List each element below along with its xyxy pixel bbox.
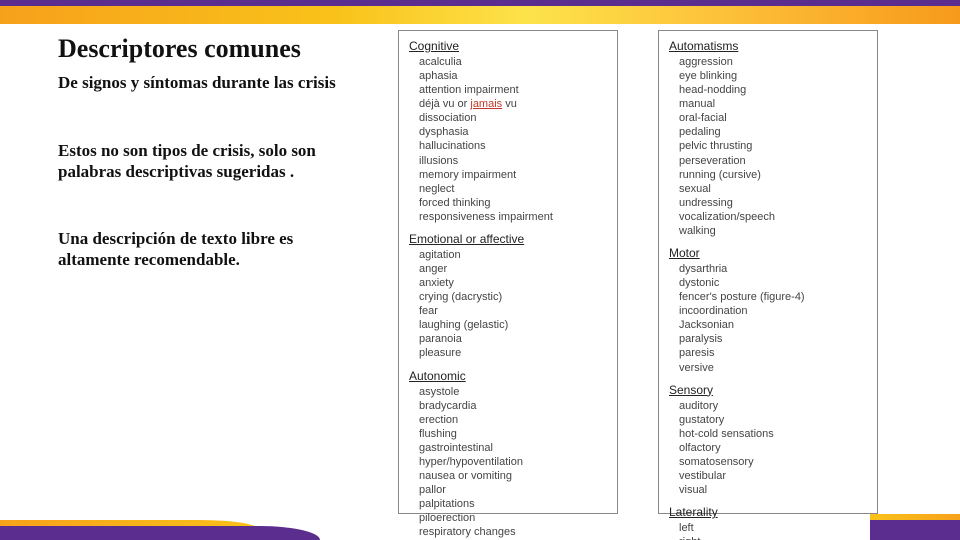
category-list: aggressioneye blinkinghead-noddingmanual… — [669, 55, 867, 238]
list-item: attention impairment — [419, 83, 607, 97]
list-item: head-nodding — [679, 83, 867, 97]
category-heading: Sensory — [669, 383, 867, 397]
list-item: sexual — [679, 182, 867, 196]
list-item: hyper/hypoventilation — [419, 455, 607, 469]
list-item: perseveration — [679, 154, 867, 168]
list-item: gastrointestinal — [419, 441, 607, 455]
list-item: hot-cold sensations — [679, 427, 867, 441]
category-list: auditorygustatoryhot-cold sensationsolfa… — [669, 399, 867, 498]
category-heading: Laterality — [669, 505, 867, 519]
list-item: versive — [679, 361, 867, 375]
list-item: vocalization/speech — [679, 210, 867, 224]
list-item: pedaling — [679, 125, 867, 139]
list-item: dysarthria — [679, 262, 867, 276]
category-block: Laterality leftrightbilateral — [669, 505, 867, 540]
category-block: Sensory auditorygustatoryhot-cold sensati… — [669, 383, 867, 498]
category-heading: Emotional or affective — [409, 232, 607, 246]
list-item: manual — [679, 97, 867, 111]
category-heading: Autonomic — [409, 369, 607, 383]
list-item: paralysis — [679, 332, 867, 346]
list-item: gustatory — [679, 413, 867, 427]
list-item: dystonic — [679, 276, 867, 290]
list-item: undressing — [679, 196, 867, 210]
page-subtitle: De signos y síntomas durante las crisis — [58, 72, 378, 93]
category-list: dysarthriadystonicfencer's posture (figu… — [669, 262, 867, 375]
category-list: acalculiaaphasiaattention impairmentdéjà… — [409, 55, 607, 224]
list-item: oral-facial — [679, 111, 867, 125]
list-item: agitation — [419, 248, 607, 262]
list-item: visual — [679, 483, 867, 497]
list-item: nausea or vomiting — [419, 469, 607, 483]
category-block: Automatisms aggressioneye blinkinghead-no… — [669, 39, 867, 238]
descriptor-panel-left: Cognitive acalculiaaphasiaattention impai… — [398, 30, 618, 514]
category-list: leftrightbilateral — [669, 521, 867, 540]
list-item: running (cursive) — [679, 168, 867, 182]
list-item: left — [679, 521, 867, 535]
list-item: pelvic thrusting — [679, 139, 867, 153]
list-item: aggression — [679, 55, 867, 69]
category-list: asystolebradycardiaerectionflushinggastr… — [409, 385, 607, 540]
list-item: auditory — [679, 399, 867, 413]
list-item: somatosensory — [679, 455, 867, 469]
category-block: Motor dysarthriadystonicfencer's posture … — [669, 246, 867, 375]
list-item: paranoia — [419, 332, 607, 346]
category-block: Cognitive acalculiaaphasiaattention impai… — [409, 39, 607, 224]
list-item: memory impairment — [419, 168, 607, 182]
body-paragraph-1: Estos no son tipos de crisis, solo son p… — [58, 140, 368, 183]
list-item: pallor — [419, 483, 607, 497]
list-item: eye blinking — [679, 69, 867, 83]
descriptor-panel-right: Automatisms aggressioneye blinkinghead-no… — [658, 30, 878, 514]
list-item: bradycardia — [419, 399, 607, 413]
category-heading: Cognitive — [409, 39, 607, 53]
list-item: palpitations — [419, 497, 607, 511]
list-item: Jacksonian — [679, 318, 867, 332]
list-item: illusions — [419, 154, 607, 168]
list-item: erection — [419, 413, 607, 427]
list-item: respiratory changes — [419, 525, 607, 539]
list-item: dysphasia — [419, 125, 607, 139]
list-item: acalculia — [419, 55, 607, 69]
list-item: forced thinking — [419, 196, 607, 210]
category-block: Emotional or affective agitationangeranxi… — [409, 232, 607, 361]
list-item: responsiveness impairment — [419, 210, 607, 224]
list-item: anxiety — [419, 276, 607, 290]
list-item: asystole — [419, 385, 607, 399]
list-item: anger — [419, 262, 607, 276]
list-item: crying (dacrystic) — [419, 290, 607, 304]
list-item: flushing — [419, 427, 607, 441]
body-paragraph-2: Una descripción de texto libre es altame… — [58, 228, 368, 271]
category-heading: Automatisms — [669, 39, 867, 53]
list-item: dissociation — [419, 111, 607, 125]
page-title: Descriptores comunes — [58, 34, 301, 64]
footer-swoosh — [0, 512, 320, 540]
slide: Descriptores comunes De signos y síntoma… — [0, 0, 960, 540]
list-item: pleasure — [419, 346, 607, 360]
list-item: fear — [419, 304, 607, 318]
category-heading: Motor — [669, 246, 867, 260]
list-item: olfactory — [679, 441, 867, 455]
list-item: aphasia — [419, 69, 607, 83]
category-block: Autonomic asystolebradycardiaerectionflus… — [409, 369, 607, 540]
footer-right-block — [870, 520, 960, 540]
list-item: hallucinations — [419, 139, 607, 153]
list-item: neglect — [419, 182, 607, 196]
list-item: incoordination — [679, 304, 867, 318]
category-list: agitationangeranxietycrying (dacrystic)f… — [409, 248, 607, 361]
footer-swoosh-purple — [0, 526, 320, 540]
list-item: vestibular — [679, 469, 867, 483]
highlighted-term: jamais — [470, 98, 502, 110]
top-gradient-bar — [0, 0, 960, 24]
list-item: right — [679, 535, 867, 540]
list-item: walking — [679, 224, 867, 238]
list-item: déjà vu or jamais vu — [419, 97, 607, 111]
list-item: piloerection — [419, 511, 607, 525]
list-item: laughing (gelastic) — [419, 318, 607, 332]
list-item: fencer's posture (figure-4) — [679, 290, 867, 304]
list-item: paresis — [679, 346, 867, 360]
